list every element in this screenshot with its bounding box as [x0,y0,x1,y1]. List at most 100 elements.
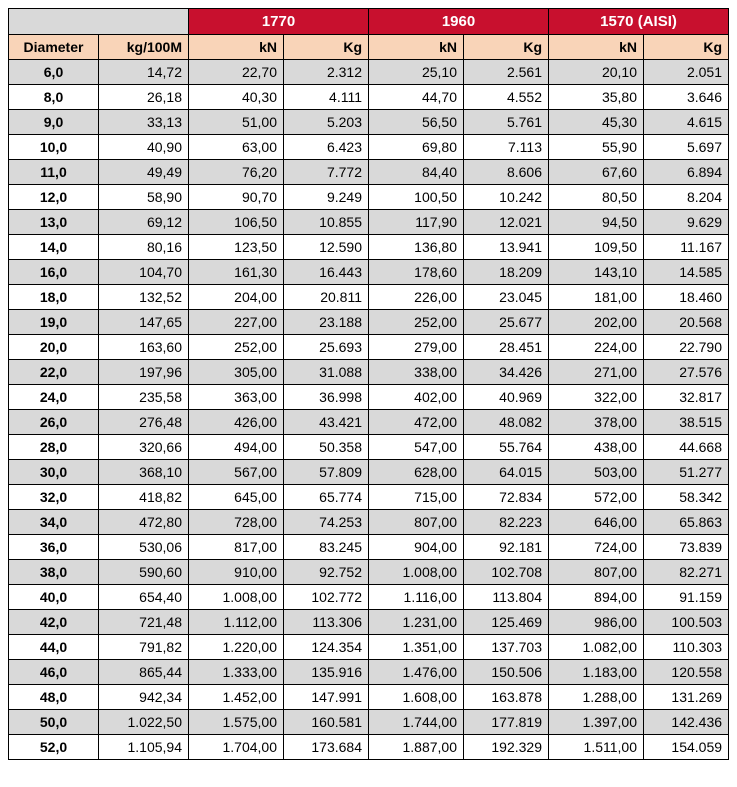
cell-kn-1570: 67,60 [549,160,644,185]
cell-kg-1770: 57.809 [284,460,369,485]
col-kn-1770: kN [189,35,284,60]
cell-mass: 1.022,50 [99,710,189,735]
cell-kn-1770: 1.333,00 [189,660,284,685]
cell-mass: 58,90 [99,185,189,210]
cell-kn-1570: 55,90 [549,135,644,160]
cell-mass: 163,60 [99,335,189,360]
cell-kn-1770: 494,00 [189,435,284,460]
cell-kn-1570: 646,00 [549,510,644,535]
table-row: 38,0590,60910,0092.7521.008,00102.708807… [9,560,729,585]
cell-kg-1960: 150.506 [464,660,549,685]
cell-diameter: 44,0 [9,635,99,660]
header-group-1960: 1960 [369,9,549,35]
cell-kn-1570: 181,00 [549,285,644,310]
cell-kg-1960: 137.703 [464,635,549,660]
cell-kg-1770: 5.203 [284,110,369,135]
cell-kg-1570: 73.839 [644,535,729,560]
table-row: 6,014,7222,702.31225,102.56120,102.051 [9,60,729,85]
cell-kn-1960: 472,00 [369,410,464,435]
cell-kn-1570: 94,50 [549,210,644,235]
cell-kn-1770: 63,00 [189,135,284,160]
cell-kg-1960: 23.045 [464,285,549,310]
cell-mass: 654,40 [99,585,189,610]
cell-kn-1960: 1.231,00 [369,610,464,635]
cell-kg-1570: 91.159 [644,585,729,610]
cell-kg-1960: 5.761 [464,110,549,135]
cell-diameter: 16,0 [9,260,99,285]
header-group-1570: 1570 (AISI) [549,9,729,35]
cell-kn-1570: 572,00 [549,485,644,510]
cell-kn-1570: 503,00 [549,460,644,485]
cell-kg-1770: 102.772 [284,585,369,610]
header-sub-row: Diameter kg/100M kN Kg kN Kg kN Kg [9,35,729,60]
cell-kg-1570: 82.271 [644,560,729,585]
cell-kn-1960: 178,60 [369,260,464,285]
cell-kg-1960: 92.181 [464,535,549,560]
table-row: 30,0368,10567,0057.809628,0064.015503,00… [9,460,729,485]
cell-kn-1960: 25,10 [369,60,464,85]
cell-kn-1960: 1.116,00 [369,585,464,610]
cell-kg-1960: 177.819 [464,710,549,735]
cell-kg-1960: 163.878 [464,685,549,710]
table-row: 40,0654,401.008,00102.7721.116,00113.804… [9,585,729,610]
cell-kg-1570: 100.503 [644,610,729,635]
table-row: 50,01.022,501.575,00160.5811.744,00177.8… [9,710,729,735]
cell-kn-1770: 40,30 [189,85,284,110]
cell-kg-1960: 102.708 [464,560,549,585]
cell-kg-1570: 9.629 [644,210,729,235]
cell-kn-1960: 338,00 [369,360,464,385]
cell-kg-1960: 125.469 [464,610,549,635]
cell-kn-1570: 1.397,00 [549,710,644,735]
cell-kn-1960: 547,00 [369,435,464,460]
cell-kn-1570: 20,10 [549,60,644,85]
cell-kn-1570: 807,00 [549,560,644,585]
cell-kn-1960: 100,50 [369,185,464,210]
cell-kg-1570: 58.342 [644,485,729,510]
cell-mass: 472,80 [99,510,189,535]
cell-kn-1960: 715,00 [369,485,464,510]
cell-kn-1960: 56,50 [369,110,464,135]
cell-diameter: 46,0 [9,660,99,685]
cell-kn-1960: 117,90 [369,210,464,235]
cell-kg-1570: 5.697 [644,135,729,160]
table-row: 28,0320,66494,0050.358547,0055.764438,00… [9,435,729,460]
cell-kn-1570: 894,00 [549,585,644,610]
cell-kn-1770: 1.452,00 [189,685,284,710]
cell-kn-1960: 136,80 [369,235,464,260]
cell-kn-1570: 724,00 [549,535,644,560]
cell-kg-1960: 2.561 [464,60,549,85]
table-row: 13,069,12106,5010.855117,9012.02194,509.… [9,210,729,235]
cell-kg-1570: 20.568 [644,310,729,335]
cell-kn-1770: 161,30 [189,260,284,285]
cell-kg-1960: 34.426 [464,360,549,385]
cell-kg-1960: 48.082 [464,410,549,435]
table-row: 18,0132,52204,0020.811226,0023.045181,00… [9,285,729,310]
cell-kg-1570: 8.204 [644,185,729,210]
table-row: 34,0472,80728,0074.253807,0082.223646,00… [9,510,729,535]
cell-kg-1770: 31.088 [284,360,369,385]
cell-kg-1570: 44.668 [644,435,729,460]
cell-mass: 14,72 [99,60,189,85]
cell-diameter: 18,0 [9,285,99,310]
cell-kg-1770: 10.855 [284,210,369,235]
cell-diameter: 30,0 [9,460,99,485]
cell-kn-1570: 45,30 [549,110,644,135]
cell-kn-1960: 44,70 [369,85,464,110]
cell-mass: 49,49 [99,160,189,185]
cell-kn-1770: 817,00 [189,535,284,560]
cell-kg-1570: 11.167 [644,235,729,260]
cell-kn-1770: 51,00 [189,110,284,135]
cell-kn-1570: 438,00 [549,435,644,460]
cell-mass: 197,96 [99,360,189,385]
cell-kg-1770: 9.249 [284,185,369,210]
cell-kg-1570: 51.277 [644,460,729,485]
col-kg-1770: Kg [284,35,369,60]
cell-kg-1770: 83.245 [284,535,369,560]
cell-mass: 69,12 [99,210,189,235]
cell-kn-1960: 807,00 [369,510,464,535]
table-row: 10,040,9063,006.42369,807.11355,905.697 [9,135,729,160]
cell-kg-1570: 142.436 [644,710,729,735]
col-mass: kg/100M [99,35,189,60]
table-row: 20,0163,60252,0025.693279,0028.451224,00… [9,335,729,360]
cell-diameter: 34,0 [9,510,99,535]
